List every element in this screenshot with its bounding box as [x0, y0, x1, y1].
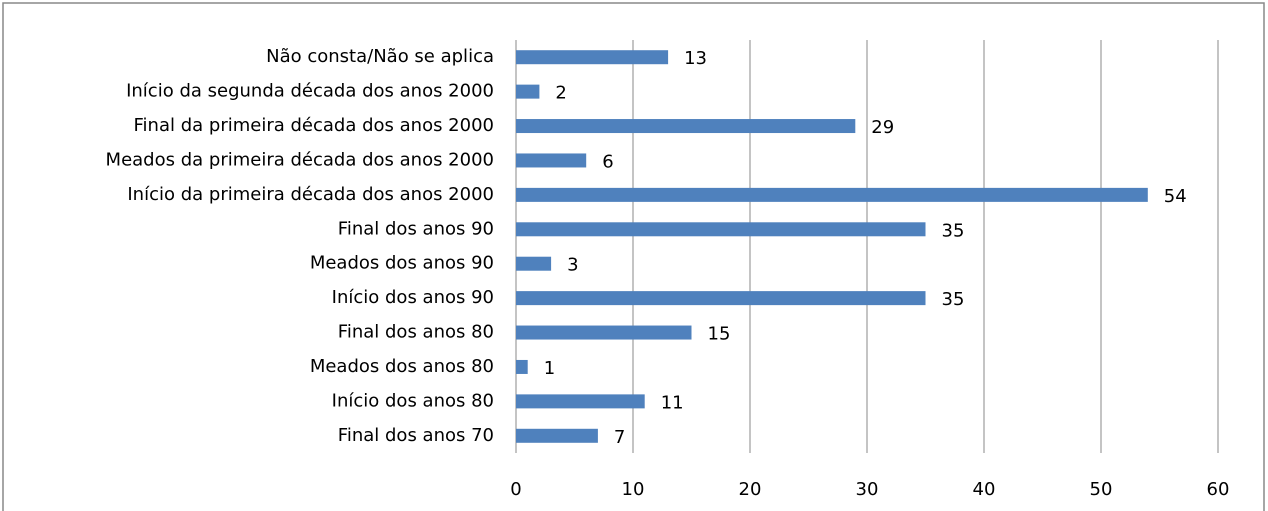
x-tick-label: 0: [510, 479, 521, 500]
bar: [516, 50, 669, 65]
y-tick-label: Final dos anos 80: [338, 322, 494, 343]
bar: [516, 394, 645, 409]
x-tick-label: 50: [1090, 479, 1113, 500]
bar: [516, 84, 540, 99]
bar: [516, 428, 598, 443]
data-label: 1: [544, 358, 555, 379]
bar: [516, 291, 926, 306]
bar: [516, 325, 692, 340]
data-label: 7: [614, 427, 625, 448]
y-tick-label: Início da segunda década dos anos 2000: [126, 81, 494, 102]
y-tick-label: Final dos anos 70: [338, 425, 494, 446]
y-tick-label: Início dos anos 90: [332, 287, 494, 308]
data-label: 2: [555, 83, 566, 104]
bar: [516, 359, 528, 374]
bar: [516, 119, 856, 134]
x-tick-label: 60: [1207, 479, 1230, 500]
y-tick-label: Meados dos anos 90: [310, 253, 494, 274]
data-label: 13: [684, 48, 707, 69]
data-label: 15: [708, 324, 731, 345]
bar: [516, 256, 552, 271]
x-tick-label: 20: [739, 479, 762, 500]
x-tick-label: 10: [622, 479, 645, 500]
y-tick-label: Não consta/Não se aplica: [266, 46, 494, 67]
y-tick-label: Final dos anos 90: [338, 218, 494, 239]
x-tick-label: 40: [973, 479, 996, 500]
data-label: 29: [871, 117, 894, 138]
y-tick-label: Meados da primeira década dos anos 2000: [106, 149, 494, 170]
data-label: 54: [1164, 186, 1187, 207]
y-tick-label: Início dos anos 80: [332, 390, 494, 411]
data-label: 35: [942, 289, 965, 310]
bar: [516, 187, 1148, 202]
data-label: 35: [942, 220, 965, 241]
bar: [516, 222, 926, 237]
x-tick-label: 30: [856, 479, 879, 500]
data-label: 6: [602, 151, 613, 172]
data-label: 11: [661, 392, 684, 413]
data-label: 3: [567, 255, 578, 276]
y-tick-label: Meados dos anos 80: [310, 356, 494, 377]
y-tick-label: Início da primeira década dos anos 2000: [127, 184, 494, 205]
y-tick-label: Final da primeira década dos anos 2000: [134, 115, 494, 136]
bar: [516, 153, 587, 168]
